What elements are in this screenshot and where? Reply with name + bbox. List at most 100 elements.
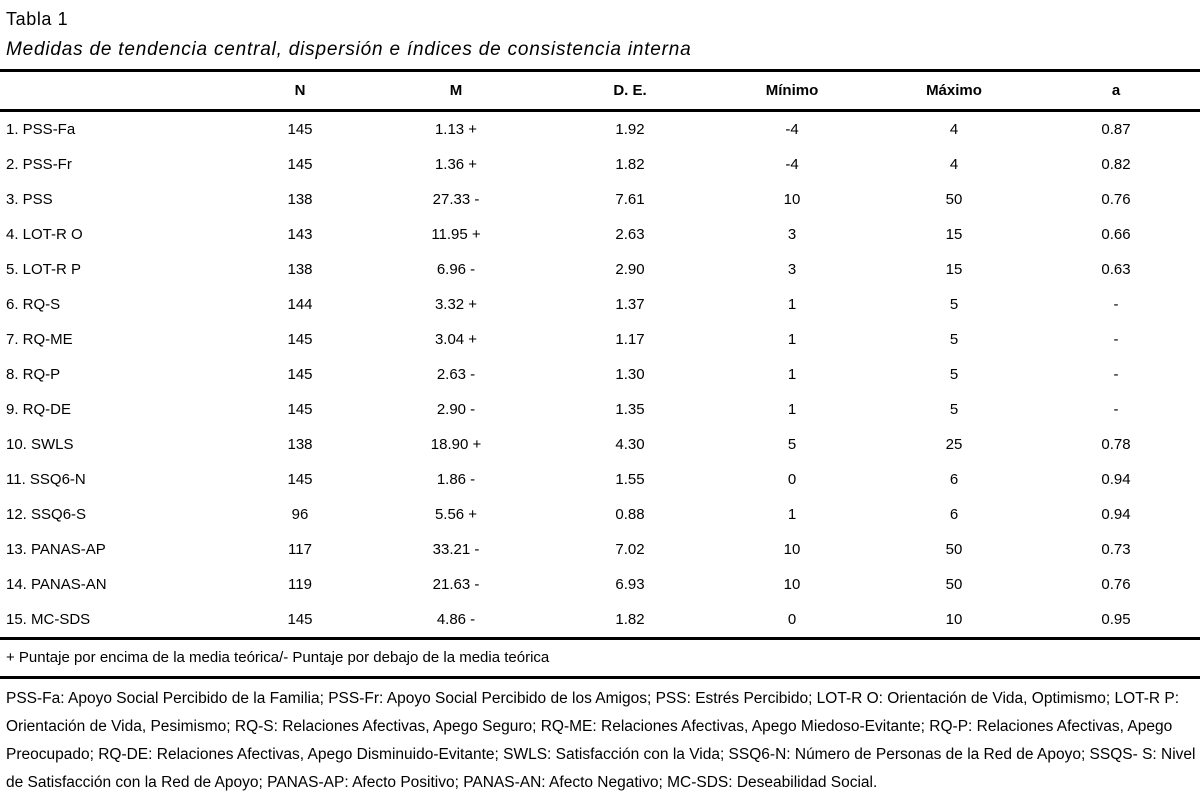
value-cell: 145 <box>287 401 313 418</box>
value-cell: 145 <box>287 331 313 348</box>
value-cell: 4.86 - <box>436 611 476 628</box>
value-cell: 117 <box>288 541 312 558</box>
value-cell: 1.17 <box>615 331 645 348</box>
value-cell: 5 <box>949 296 959 313</box>
value-cell: 0.63 <box>1101 261 1131 278</box>
value-cell: 144 <box>287 296 313 313</box>
table-header-row: N M D. E. Mínimo Máximo a <box>0 70 1200 112</box>
value-cell: 4.30 <box>615 436 645 453</box>
value-cell: 7.61 <box>615 191 645 208</box>
value-cell: 0.95 <box>1101 611 1131 628</box>
value-cell: 1.92 <box>615 121 645 138</box>
value-cell: 33.21 - <box>432 541 480 558</box>
value-cell: 119 <box>288 576 312 593</box>
value-cell: 11.95 + <box>431 226 481 243</box>
row-label-cell: 5. LOT-R P <box>6 261 82 278</box>
value-cell: 0.76 <box>1101 191 1131 208</box>
value-cell: 1.37 <box>615 296 645 313</box>
table-header: N M D. E. Mínimo Máximo a <box>0 70 1200 112</box>
header-cell-rowlabel <box>0 70 240 112</box>
value-cell: 145 <box>287 121 313 138</box>
value-cell: 6 <box>949 471 959 488</box>
value-cell: 3 <box>787 261 797 278</box>
header-cell-maximo: Máximo <box>876 70 1032 112</box>
value-cell: 1 <box>787 296 797 313</box>
value-cell: 145 <box>287 156 313 173</box>
value-cell: 6 <box>949 506 959 523</box>
value-cell: 2.90 <box>615 261 645 278</box>
value-cell: 1 <box>787 331 797 348</box>
table-row: 10. SWLS 138 18.90 + 4.30 5 25 0.78 <box>0 427 1200 462</box>
value-cell: 7.02 <box>615 541 645 558</box>
table-row: 3. PSS 138 27.33 - 7.61 10 50 0.76 <box>0 182 1200 217</box>
value-cell: 1.36 + <box>434 156 478 173</box>
table-row: 1. PSS-Fa 145 1.13 + 1.92 -4 4 0.87 <box>0 111 1200 148</box>
value-cell: 1.82 <box>615 156 645 173</box>
value-cell: 18.90 + <box>430 436 482 453</box>
value-cell: 5 <box>949 366 959 383</box>
value-cell: 2.63 - <box>436 366 476 383</box>
value-cell: 1 <box>787 401 797 418</box>
value-cell: 4 <box>949 156 959 173</box>
value-cell: - <box>1113 296 1119 313</box>
value-cell: 10 <box>783 191 801 208</box>
value-cell: 0.78 <box>1101 436 1131 453</box>
value-cell: 1.55 <box>615 471 645 488</box>
value-cell: 145 <box>287 611 313 628</box>
value-cell: 138 <box>287 191 313 208</box>
value-cell: 0.94 <box>1101 506 1131 523</box>
header-cell-alpha: a <box>1032 70 1200 112</box>
value-cell: 0.73 <box>1101 541 1131 558</box>
value-cell: 0.66 <box>1101 226 1131 243</box>
stats-table: N M D. E. Mínimo Máximo a 1. PSS-Fa 145 1.… <box>0 69 1200 640</box>
value-cell: 1.13 + <box>434 121 478 138</box>
value-cell: - <box>1113 401 1119 418</box>
value-cell: 2.63 <box>615 226 645 243</box>
value-cell: 6.96 - <box>436 261 476 278</box>
table-row: 6. RQ-S 144 3.32 + 1.37 1 5 - <box>0 287 1200 322</box>
value-cell: 27.33 - <box>432 191 480 208</box>
value-cell: 50 <box>945 191 963 208</box>
value-cell: 0.87 <box>1101 121 1131 138</box>
value-cell: 10 <box>783 576 801 593</box>
value-cell: 2.90 - <box>436 401 476 418</box>
table-row: 8. RQ-P 145 2.63 - 1.30 1 5 - <box>0 357 1200 392</box>
value-cell: 25 <box>945 436 963 453</box>
table-row: 9. RQ-DE 145 2.90 - 1.35 1 5 - <box>0 392 1200 427</box>
value-cell: 1.30 <box>615 366 645 383</box>
table-row: 7. RQ-ME 145 3.04 + 1.17 1 5 - <box>0 322 1200 357</box>
value-cell: - <box>1113 366 1119 383</box>
header-cell-m: M <box>360 70 552 112</box>
value-cell: 3 <box>787 226 797 243</box>
value-cell: 5 <box>787 436 797 453</box>
row-label-cell: 12. SSQ6-S <box>6 506 87 523</box>
value-cell: 1 <box>787 366 797 383</box>
table-row: 15. MC-SDS 145 4.86 - 1.82 0 10 0.95 <box>0 602 1200 639</box>
value-cell: 145 <box>287 366 313 383</box>
value-cell: 0.82 <box>1101 156 1131 173</box>
table-row: 14. PANAS-AN 119 21.63 - 6.93 10 50 0.76 <box>0 567 1200 602</box>
value-cell: 138 <box>287 436 313 453</box>
value-cell: 0 <box>787 471 797 488</box>
row-label-cell: 1. PSS-Fa <box>6 121 76 138</box>
value-cell: 1.35 <box>615 401 645 418</box>
table-title: Medidas de tendencia central, dispersión… <box>6 39 692 60</box>
value-cell: 50 <box>945 541 963 558</box>
value-cell: 0 <box>787 611 797 628</box>
table-row: 11. SSQ6-N 145 1.86 - 1.55 0 6 0.94 <box>0 462 1200 497</box>
abbreviations-note: PSS-Fa: Apoyo Social Percibido de la Fam… <box>6 690 1196 791</box>
value-cell: 138 <box>287 261 313 278</box>
row-label-cell: 7. RQ-ME <box>6 331 73 348</box>
row-label-cell: 3. PSS <box>6 191 53 208</box>
value-cell: 50 <box>945 576 963 593</box>
value-cell: 0.76 <box>1101 576 1131 593</box>
row-label-cell: 15. MC-SDS <box>6 611 91 628</box>
row-label-cell: 6. RQ-S <box>6 296 61 313</box>
value-cell: 1 <box>787 506 797 523</box>
value-cell: 0.88 <box>615 506 645 523</box>
header-cell-n: N <box>240 70 360 112</box>
row-label-cell: 4. LOT-R O <box>6 226 83 243</box>
value-cell: 10 <box>783 541 801 558</box>
row-label-cell: 13. PANAS-AP <box>6 541 106 558</box>
